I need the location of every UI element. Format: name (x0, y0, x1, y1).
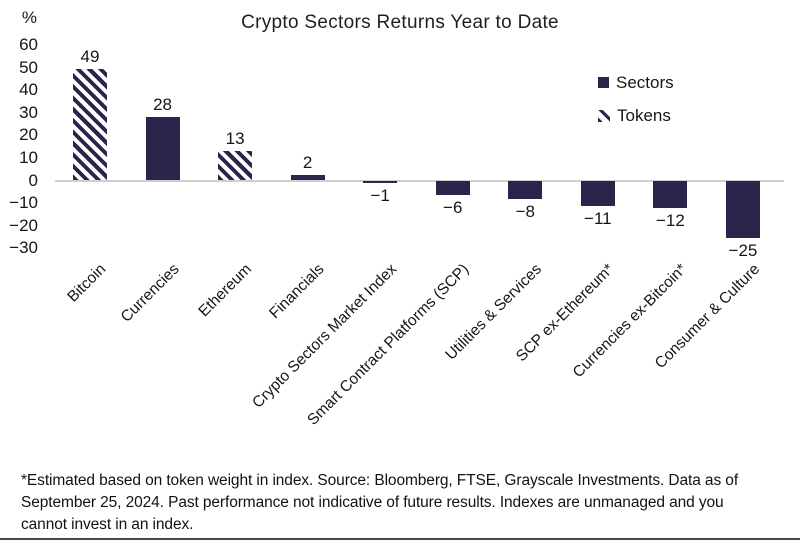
x-label-financials: Financials (266, 260, 328, 323)
x-label-currencies: Currencies (117, 260, 183, 326)
y-axis-tick-10: 10 (19, 147, 38, 167)
bar-financials (290, 175, 325, 180)
y-axis-tick--20: −20 (9, 215, 38, 235)
y-axis-tick--10: −10 (9, 193, 38, 213)
bar-value-crypto-sectors-market-index: −1 (370, 186, 390, 206)
y-axis-tick-30: 30 (19, 102, 38, 122)
y-axis-tick-60: 60 (19, 34, 38, 54)
y-axis-tick-20: 20 (19, 125, 38, 145)
y-axis-tick-50: 50 (19, 57, 38, 77)
bar-value-ethereum: 13 (225, 128, 245, 148)
bar-smart-contract-platforms-scp (435, 181, 470, 195)
bar-ethereum (218, 150, 253, 180)
x-label-ethereum: Ethereum (195, 260, 255, 321)
y-axis-tick-40: 40 (19, 80, 38, 100)
legend-item-tokens: Tokens (598, 105, 674, 126)
legend: Sectors Tokens (598, 72, 674, 126)
y-axis-unit-label: % (21, 8, 37, 27)
hatched-swatch-icon (598, 109, 610, 122)
bar-crypto-sectors-market-index (363, 181, 398, 184)
bar-consumer-culture (725, 181, 760, 238)
legend-label-tokens: Tokens (617, 105, 671, 125)
footnote-line-1: *Estimated based on token weight in inde… (21, 472, 739, 489)
bar-utilities-services (508, 181, 543, 200)
footnote-line-2: September 25, 2024. Past performance not… (21, 494, 724, 511)
x-label-crypto-sectors-market-index: Crypto Sectors Market Index (249, 260, 400, 412)
bar-scp-ex-ethereum (580, 181, 615, 206)
footnote: *Estimated based on token weight in inde… (21, 470, 796, 536)
x-label-bitcoin: Bitcoin (64, 260, 110, 306)
bar-value-currencies-ex-bitcoin: −12 (655, 211, 685, 231)
legend-label-sectors: Sectors (616, 72, 674, 92)
bar-value-scp-ex-ethereum: −11 (584, 208, 612, 228)
legend-item-sectors: Sectors (598, 72, 674, 93)
bar-value-smart-contract-platforms-scp: −6 (443, 197, 463, 217)
zero-baseline (55, 180, 784, 182)
solid-swatch-icon (598, 77, 609, 88)
y-axis-tick-0: 0 (28, 170, 38, 190)
chart-title: Crypto Sectors Returns Year to Date (241, 12, 559, 33)
bar-bitcoin (73, 69, 107, 180)
bar-value-financials: 2 (302, 153, 313, 173)
bar-value-consumer-culture: −25 (728, 240, 758, 260)
bottom-border (0, 538, 800, 540)
bar-value-bitcoin: 49 (80, 47, 100, 67)
bar-value-currencies: 28 (153, 94, 172, 114)
footnote-line-3: cannot invest in an index. (21, 516, 194, 533)
bar-value-utilities-services: −8 (515, 202, 535, 222)
bar-currencies-ex-bitcoin (653, 181, 688, 209)
y-axis-tick--30: −30 (9, 238, 38, 258)
bar-currencies (145, 116, 180, 180)
